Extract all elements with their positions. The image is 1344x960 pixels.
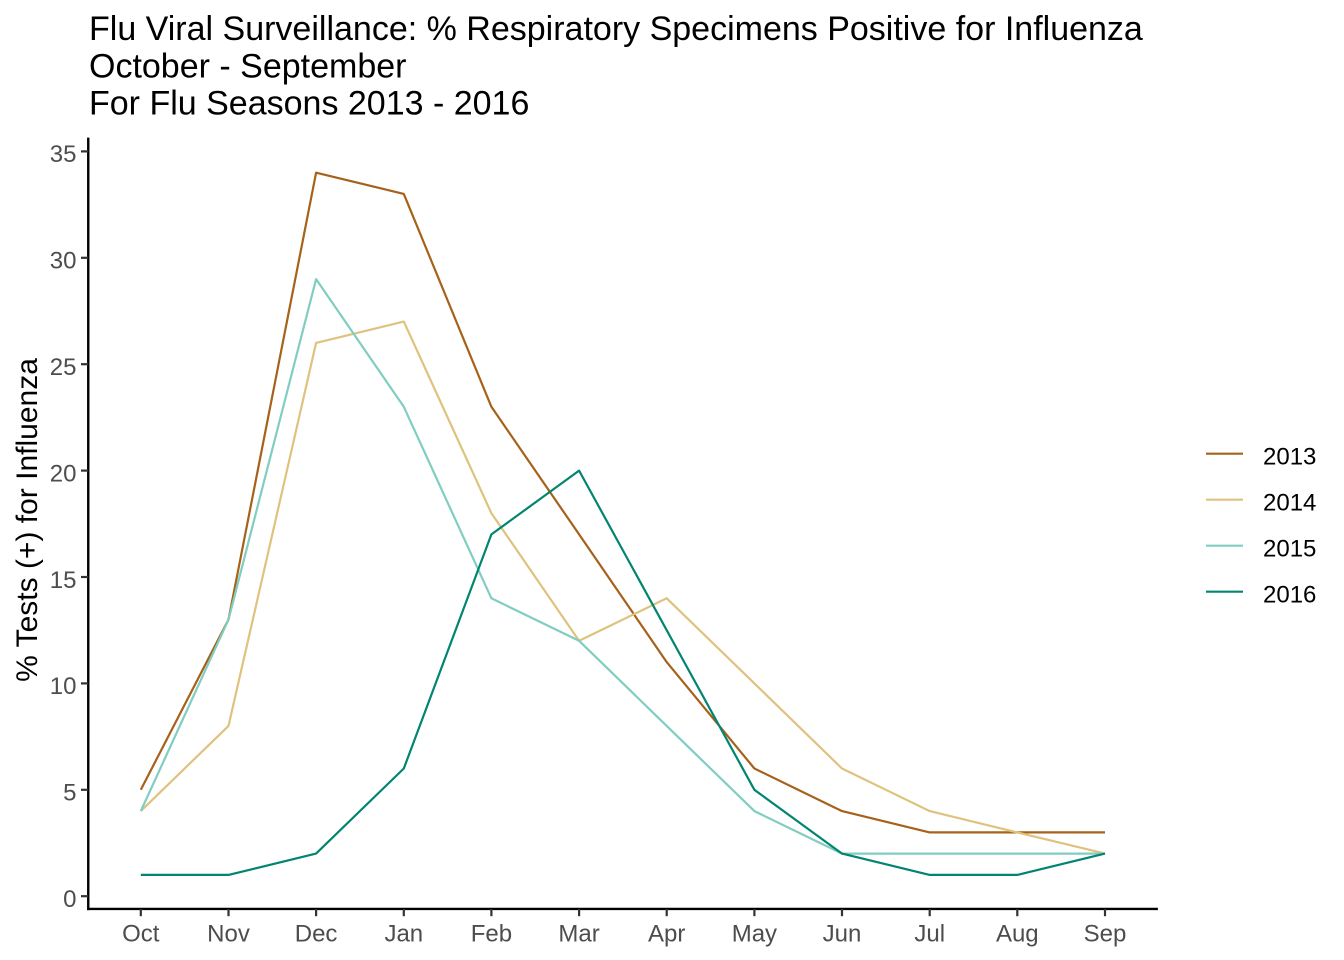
svg-text:Sep: Sep [1084,921,1127,948]
svg-text:Apr: Apr [648,921,685,948]
svg-text:Aug: Aug [996,921,1039,948]
svg-text:15: 15 [50,567,77,594]
svg-text:35: 35 [50,141,77,168]
svg-text:0: 0 [63,886,76,913]
svg-text:Nov: Nov [207,921,250,948]
svg-text:Dec: Dec [295,921,338,948]
svg-text:5: 5 [63,780,76,807]
svg-text:25: 25 [50,354,77,381]
svg-text:30: 30 [50,248,77,275]
svg-text:% Tests (+) for Influenza: % Tests (+) for Influenza [11,358,44,682]
svg-text:Oct: Oct [122,921,160,948]
svg-text:October - September: October - September [89,47,406,85]
svg-text:Feb: Feb [471,921,512,948]
svg-text:Jun: Jun [823,921,862,948]
svg-text:10: 10 [50,673,77,700]
svg-text:May: May [732,921,777,948]
svg-text:Mar: Mar [558,921,599,948]
svg-text:Jan: Jan [384,921,423,948]
svg-text:For Flu Seasons 2013 - 2016: For Flu Seasons 2013 - 2016 [89,85,529,123]
svg-text:2013: 2013 [1263,443,1316,470]
svg-text:20: 20 [50,460,77,487]
svg-text:Flu Viral Surveillance: % Resp: Flu Viral Surveillance: % Respiratory Sp… [89,10,1143,48]
svg-text:2015: 2015 [1263,535,1316,562]
svg-text:Jul: Jul [914,921,945,948]
svg-text:2014: 2014 [1263,489,1316,516]
svg-text:2016: 2016 [1263,581,1316,608]
